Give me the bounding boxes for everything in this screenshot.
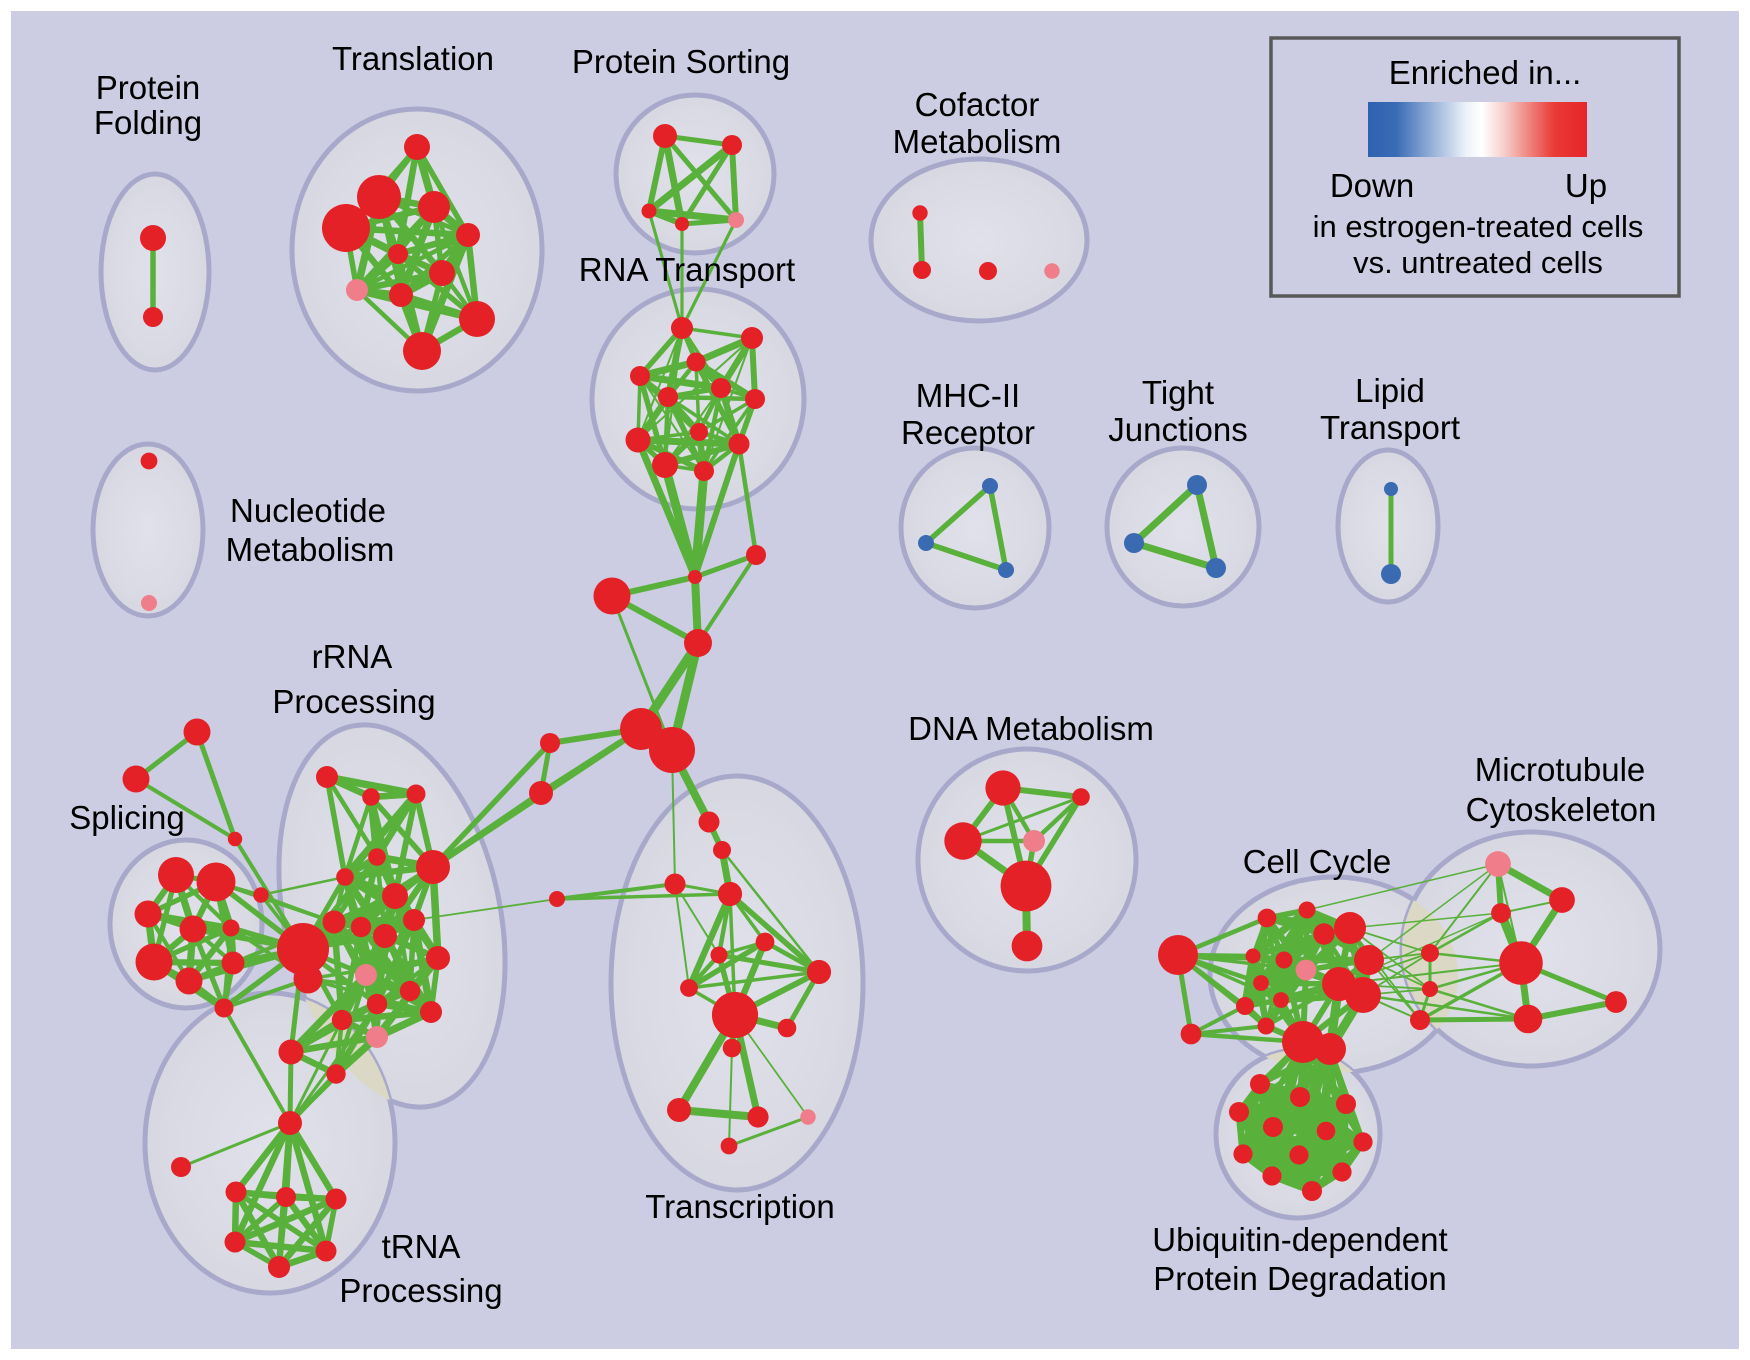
svg-text:tRNA: tRNA [382,1228,461,1265]
svg-text:Microtubule: Microtubule [1475,751,1646,788]
svg-text:Ubiquitin-dependent: Ubiquitin-dependent [1152,1221,1447,1258]
svg-text:Transport: Transport [1320,409,1460,446]
svg-text:Junctions: Junctions [1108,411,1247,448]
svg-text:Nucleotide: Nucleotide [230,492,386,529]
svg-text:Cytoskeleton: Cytoskeleton [1466,791,1657,828]
svg-text:Processing: Processing [339,1272,502,1309]
svg-text:Protein Sorting: Protein Sorting [572,43,790,80]
svg-text:Metabolism: Metabolism [226,531,395,568]
svg-text:Processing: Processing [272,683,435,720]
svg-text:Splicing: Splicing [69,799,185,836]
svg-text:Tight: Tight [1142,374,1214,411]
svg-text:Cell Cycle: Cell Cycle [1243,843,1392,880]
svg-text:Metabolism: Metabolism [893,123,1062,160]
svg-text:Transcription: Transcription [645,1188,835,1225]
svg-text:MHC-II: MHC-II [916,377,1020,414]
svg-text:Enriched in...: Enriched in... [1389,54,1582,91]
svg-text:RNA Transport: RNA Transport [579,251,795,288]
svg-text:Translation: Translation [332,40,494,77]
svg-text:Down: Down [1330,167,1414,204]
svg-text:Cofactor: Cofactor [915,86,1040,123]
svg-text:Receptor: Receptor [901,414,1035,451]
svg-text:Up: Up [1565,167,1607,204]
svg-text:Protein: Protein [96,69,201,106]
svg-text:Protein Degradation: Protein Degradation [1153,1260,1447,1297]
svg-text:in estrogen-treated cells: in estrogen-treated cells [1313,209,1644,244]
svg-text:Lipid: Lipid [1355,372,1425,409]
svg-text:rRNA: rRNA [312,638,393,675]
svg-text:Folding: Folding [94,104,202,141]
svg-text:DNA Metabolism: DNA Metabolism [908,710,1154,747]
svg-text:vs. untreated cells: vs. untreated cells [1353,245,1603,280]
